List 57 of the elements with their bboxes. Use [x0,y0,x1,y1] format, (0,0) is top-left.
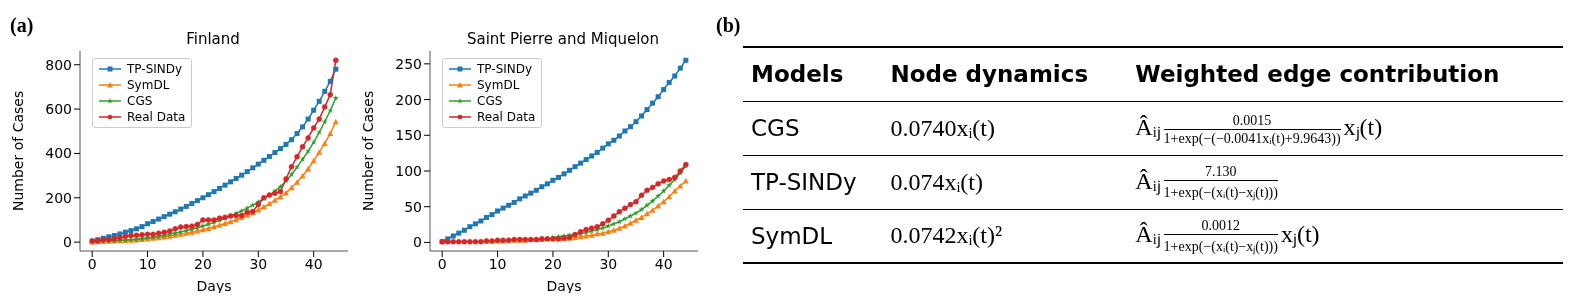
text: SymDL [750,221,834,251]
text: 1+exp(−(xᵢ(t)−xⱼ(t))) [1163,234,1278,256]
text: xⱼ(t) [1343,114,1383,141]
text: CGS [750,114,801,143]
x-tick-label: 20 [194,255,212,272]
y-tick-label: 100 [395,162,422,179]
text: xⱼ(t) [1280,221,1320,248]
x-tick-label: 30 [249,255,268,272]
text: Weighted edge contribution [1134,60,1501,90]
text: 7.130 [1205,164,1237,181]
y-tick-label: 200 [45,189,72,206]
x-axis-title: Days [546,278,582,294]
text: 0.0012 [1201,218,1240,235]
text: Âᵢⱼ [1135,167,1161,194]
x-tick-label: 20 [544,255,562,272]
y-tick-label: 200 [395,91,422,108]
x-tick-label: 10 [138,255,157,272]
y-axis-title: Number of Cases [360,89,376,214]
text: Models [750,60,845,90]
legend-label: CGS [477,93,503,109]
y-tick-label: 400 [45,145,72,162]
text: (a) [10,14,34,37]
text: 0.0740xᵢ(t) [889,113,996,143]
text: 0.074xᵢ(t) [889,167,984,197]
text: TP-SINDy [750,168,858,197]
text: Âᵢⱼ [1135,114,1161,141]
x-tick-label: 0 [437,255,447,272]
x-tick-label: 10 [488,255,507,272]
chart-title: Finland [185,30,241,48]
text: 0.0015 [1232,112,1272,129]
text: (b) [716,14,741,37]
legend-label: SymDL [477,77,520,93]
y-tick-label: 50 [404,198,422,215]
chart-title: Saint Pierre and Miquelon [465,30,661,48]
x-tick-label: 0 [87,255,97,272]
x-tick-label: 30 [599,255,618,272]
legend-label: SymDL [127,77,170,93]
x-tick-label: 40 [304,255,323,272]
y-tick-label: 800 [45,56,72,73]
text: 1+exp(−(xᵢ(t)−xⱼ(t))) [1163,180,1278,202]
y-tick-label: 150 [395,127,422,144]
y-tick-label: 250 [395,55,422,72]
text: 0.0742xᵢ(t)² [889,221,1004,251]
legend-label: CGS [127,93,153,109]
y-tick-label: 0 [413,234,422,251]
text: Âᵢⱼ [1135,221,1161,248]
text: 1+exp(−(−0.0041xᵢ(t)+9.9643)) [1163,128,1341,147]
y-axis-title: Number of Cases [10,89,26,214]
legend-label: Real Data [477,109,536,125]
y-tick-label: 0 [63,234,72,251]
y-tick-label: 600 [45,101,72,118]
x-axis-title: Days [196,278,232,294]
legend-label: TP-SINDy [477,61,533,77]
x-tick-label: 40 [654,255,673,272]
legend-label: Real Data [127,109,186,125]
legend-label: TP-SINDy [127,61,183,77]
text: Node dynamics [889,60,1090,90]
